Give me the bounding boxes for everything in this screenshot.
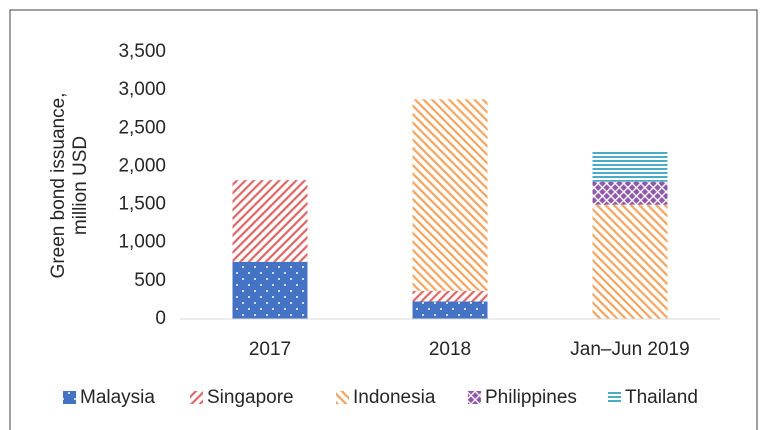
x-tick-label: 2017 — [249, 339, 291, 360]
x-tick-label: 2018 — [429, 339, 471, 360]
legend-label: Philippines — [485, 387, 577, 408]
y-axis-label: Green bond issuance,million USD — [48, 93, 91, 279]
legend-marker — [63, 391, 76, 404]
bar-segment — [412, 99, 488, 291]
legend-label: Thailand — [625, 387, 698, 408]
y-tick-label: 0 — [155, 308, 166, 329]
legend-marker — [190, 391, 203, 404]
legend-marker — [468, 391, 481, 404]
legend-label: Malaysia — [80, 387, 155, 408]
bar-segment — [412, 301, 488, 319]
bar-segment — [232, 180, 308, 262]
y-tick-label: 2,500 — [118, 117, 166, 138]
bar-segment — [232, 261, 308, 319]
x-tick-label: Jan–Jun 2019 — [570, 339, 689, 360]
y-tick-label: 1,000 — [118, 232, 166, 253]
y-tick-label: 1,500 — [118, 194, 166, 215]
bar-segment — [592, 204, 668, 319]
y-tick-label: 3,500 — [118, 41, 166, 62]
legend-label: Indonesia — [353, 387, 436, 408]
legend-marker — [336, 391, 349, 404]
legend-marker — [608, 391, 621, 404]
bar-segment — [412, 290, 488, 302]
frame — [9, 9, 758, 430]
bar-segment — [592, 181, 668, 205]
y-axis-label-line: million USD — [70, 136, 91, 235]
y-tick-label: 500 — [134, 270, 166, 291]
bar-segment — [592, 151, 668, 182]
y-tick-label: 3,000 — [118, 79, 166, 100]
y-axis-label-line: Green bond issuance, — [48, 93, 69, 279]
legend-label: Singapore — [207, 387, 294, 408]
y-tick-label: 2,000 — [118, 155, 166, 176]
